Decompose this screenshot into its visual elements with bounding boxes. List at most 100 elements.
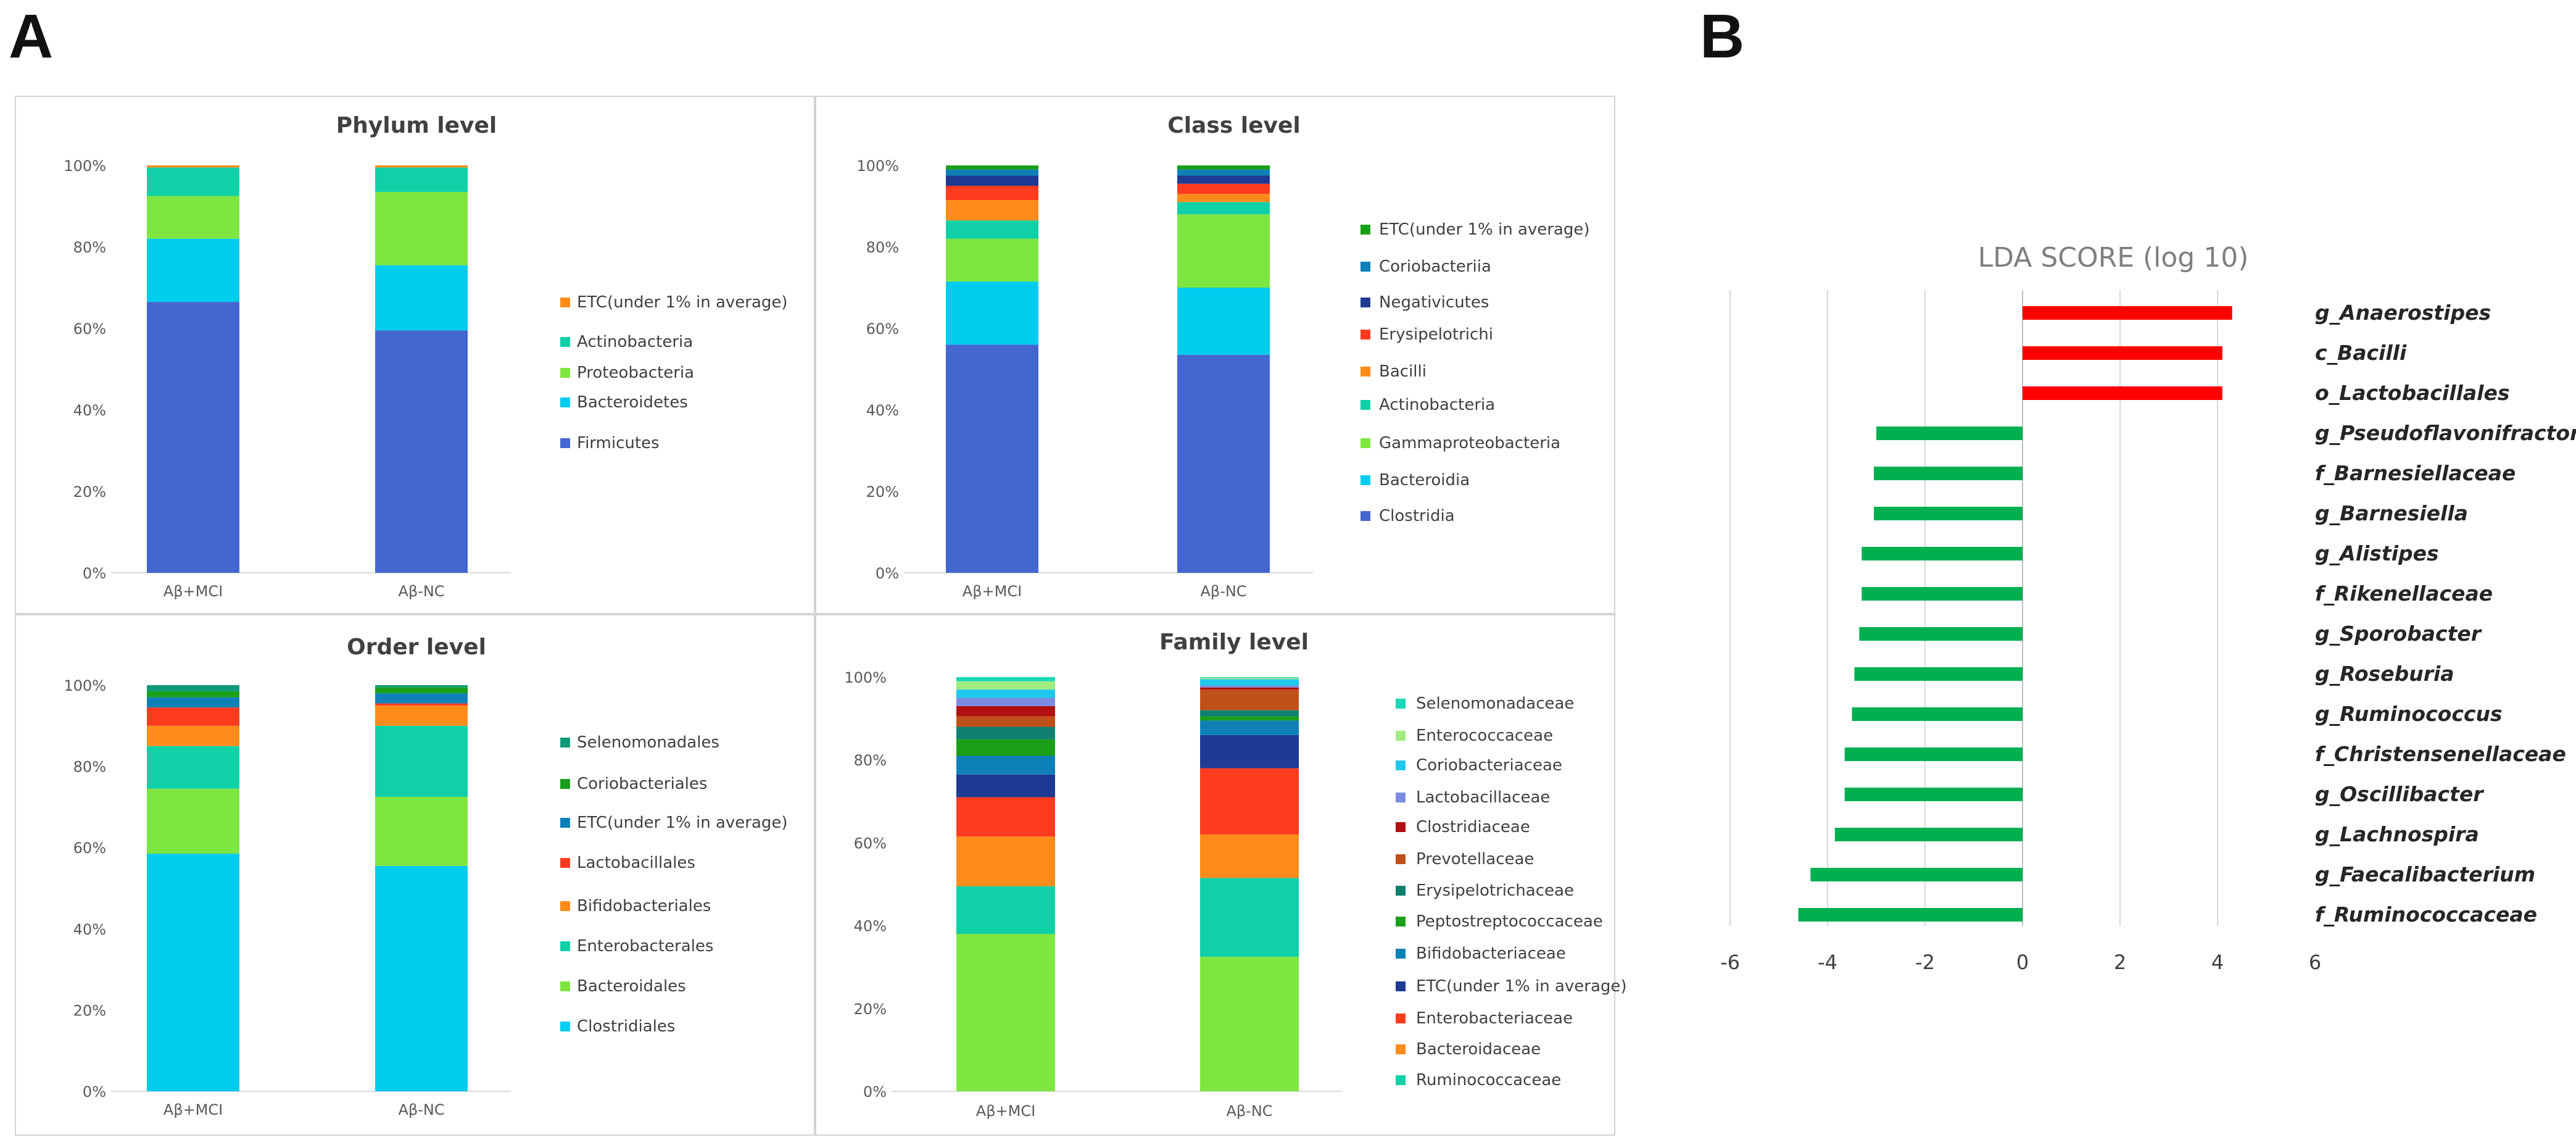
family-level-legend-label-etc-under-1-in-average: ETC(under 1% in average): [1416, 977, 1627, 996]
class-level-bar-segment-gammaproteobacteria-1: [1177, 214, 1270, 288]
family-level-bar-segment-selenomonadaceae-0: [956, 677, 1055, 681]
class-level-bar-segment-bacilli-1: [1177, 194, 1270, 202]
phylum-level-bar-segment-proteobacteria-0: [147, 196, 239, 239]
order-level-bar-segment-etc-under-1-in-average-0: [147, 697, 239, 708]
family-level-legend-label-peptostreptococcaceae: Peptostreptococcaceae: [1416, 912, 1603, 931]
lda-bar-g-pseudoflavonifractor: [1876, 427, 2023, 440]
family-level-legend-swatch-peptostreptococcaceae: [1396, 917, 1406, 926]
family-level-legend-swatch-enterococcaceae: [1396, 731, 1406, 741]
class-level-ytick-label: 60%: [866, 320, 899, 338]
family-level-bar-segment-bacteroidaceae-0: [956, 836, 1055, 886]
phylum-level-legend-swatch-bacteroidetes: [560, 398, 570, 407]
class-level-legend-swatch-bacilli: [1360, 367, 1370, 377]
class-level-title: Class level: [1167, 113, 1300, 138]
class-level-bar-segment-etc-under-1-in-average-1: [1177, 165, 1270, 170]
order-level-legend-label-coriobacteriales: Coriobacteriales: [577, 775, 707, 793]
phylum-level-ytick-label: 60%: [73, 320, 106, 338]
class-level-legend-label-erysipelotrichi: Erysipelotrichi: [1379, 325, 1493, 344]
class-level-legend-label-actinobacteria: Actinobacteria: [1379, 396, 1495, 414]
phylum-level-category-label: Aβ+MCI: [164, 583, 223, 600]
lda-bar-g-faecalibacterium: [1810, 868, 2023, 881]
panel-label-b: B: [1700, 2, 1745, 71]
phylum-level-bar-segment-firmicutes-1: [375, 330, 468, 573]
class-level-ytick-label: 20%: [866, 483, 899, 501]
family-level-legend-swatch-clostridiaceae: [1396, 822, 1406, 832]
phylum-level-bar-segment-proteobacteria-1: [375, 191, 468, 265]
lda-bar-g-lachnospira: [1834, 828, 2023, 841]
class-level-legend-swatch-negativicutes: [1360, 298, 1370, 307]
lda-bar-c-bacilli: [2023, 346, 2222, 360]
lda-bar-g-alistipes: [1862, 547, 2023, 560]
family-level-legend-swatch-ruminococcaceae: [1396, 1075, 1406, 1085]
family-level-bar-segment-bifidobacteriaceae-0: [956, 756, 1055, 775]
lda-xtick-label: -4: [1818, 951, 1837, 974]
lda-category-label-g-oscillibacter: g_Oscillibacter: [2315, 782, 2484, 806]
family-level-ytick-label: 80%: [854, 752, 887, 769]
lda-bar-g-anaerostipes: [2023, 306, 2232, 320]
phylum-level-legend-swatch-proteobacteria: [560, 368, 570, 378]
lda-category-label-g-lachnospira: g_Lachnospira: [2315, 822, 2479, 846]
family-level-bar-segment-prevotellaceae-0: [956, 716, 1055, 727]
phylum-level-bar-segment-etc-under-1-in-average-1: [375, 165, 468, 168]
class-level-legend-swatch-erysipelotrichi: [1360, 330, 1370, 339]
order-level-legend-swatch-etc-under-1-in-average: [560, 818, 570, 828]
family-level-ytick-label: 0%: [863, 1083, 887, 1101]
class-level-ytick-label: 40%: [866, 402, 899, 419]
family-level-legend-label-prevotellaceae: Prevotellaceae: [1416, 850, 1534, 868]
phylum-level-legend-swatch-actinobacteria: [560, 337, 570, 347]
order-level-ytick-label: 20%: [73, 1002, 106, 1019]
family-level-bar-segment-other-1: [1200, 956, 1299, 1091]
order-level-bar-segment-lactobacillales-1: [375, 703, 468, 706]
family-level-bar-segment-lactobacillaceae-1: [1200, 685, 1299, 688]
class-level-bar-segment-coriobacteriia-1: [1177, 169, 1270, 176]
order-level-bar-segment-coriobacteriales-1: [375, 687, 468, 694]
order-level-bar-segment-selenomonadales-0: [147, 685, 239, 691]
order-level-ytick-label: 100%: [64, 677, 106, 694]
order-level-legend-label-selenomonadales: Selenomonadales: [577, 733, 719, 752]
panel-label-a: A: [9, 2, 54, 71]
lda-bar-g-barnesiella: [1874, 507, 2023, 520]
family-level-bar-segment-enterobacteriaceae-0: [956, 797, 1055, 837]
family-level-legend-swatch-bacteroidaceae: [1396, 1044, 1406, 1054]
phylum-level-legend-label-etc-under-1-in-average: ETC(under 1% in average): [577, 293, 788, 312]
family-level-legend-swatch-erysipelotrichaceae: [1396, 886, 1406, 896]
order-level-legend-swatch-coriobacteriales: [560, 779, 570, 789]
class-level-bar-segment-clostridia-0: [946, 344, 1038, 573]
family-level-category-label: Aβ+MCI: [976, 1102, 1035, 1120]
family-level-legend-swatch-enterobacteriaceae: [1396, 1014, 1406, 1023]
lda-category-label-f-christensenellaceae: f_Christensenellaceae: [2315, 742, 2566, 766]
lda-xtick-label: 0: [2016, 951, 2029, 974]
lda-bar-g-oscillibacter: [1844, 788, 2023, 801]
lda-category-label-g-sporobacter: g_Sporobacter: [2315, 622, 2482, 646]
family-level-legend-label-bifidobacteriaceae: Bifidobacteriaceae: [1416, 944, 1566, 963]
order-level-legend-swatch-bifidobacteriales: [560, 901, 570, 911]
family-level-ytick-label: 40%: [854, 918, 887, 935]
phylum-level-legend-swatch-firmicutes: [560, 438, 570, 448]
order-level-bar-segment-selenomonadales-1: [375, 685, 468, 688]
lda-xtick-label: -6: [1720, 951, 1740, 974]
class-level-legend-swatch-etc-under-1-in-average: [1360, 225, 1370, 235]
family-level-bar-segment-peptostreptococcaceae-1: [1200, 716, 1299, 721]
order-level-ytick-label: 40%: [73, 921, 106, 938]
class-level-bar-segment-bacteroidia-0: [946, 281, 1038, 345]
phylum-level-ytick-label: 0%: [83, 565, 106, 582]
class-level-ytick-label: 0%: [876, 565, 899, 582]
family-level-bar-segment-prevotellaceae-1: [1200, 689, 1299, 710]
phylum-level-ytick-label: 20%: [73, 483, 106, 501]
lda-bar-f-christensenellaceae: [1844, 747, 2023, 761]
order-level-bar-segment-bifidobacteriales-0: [147, 725, 239, 746]
phylum-level-legend-label-bacteroidetes: Bacteroidetes: [577, 393, 688, 412]
class-level-bar-segment-actinobacteria-1: [1177, 202, 1270, 215]
order-level-legend-label-bifidobacteriales: Bifidobacteriales: [577, 897, 711, 915]
family-level-legend-swatch-prevotellaceae: [1396, 854, 1406, 864]
family-level-bar-segment-bacteroidaceae-1: [1200, 834, 1299, 878]
phylum-level-ytick-label: 40%: [73, 402, 106, 419]
family-level-bar-segment-coriobacteriaceae-0: [956, 689, 1055, 698]
family-level-ytick-label: 100%: [844, 669, 887, 686]
class-level-legend-label-etc-under-1-in-average: ETC(under 1% in average): [1379, 220, 1590, 239]
phylum-level-title: Phylum level: [336, 113, 497, 138]
order-level-legend-swatch-lactobacillales: [560, 858, 570, 868]
order-level-bar-segment-bifidobacteriales-1: [375, 705, 468, 726]
order-level-legend-label-etc-under-1-in-average: ETC(under 1% in average): [577, 814, 788, 832]
